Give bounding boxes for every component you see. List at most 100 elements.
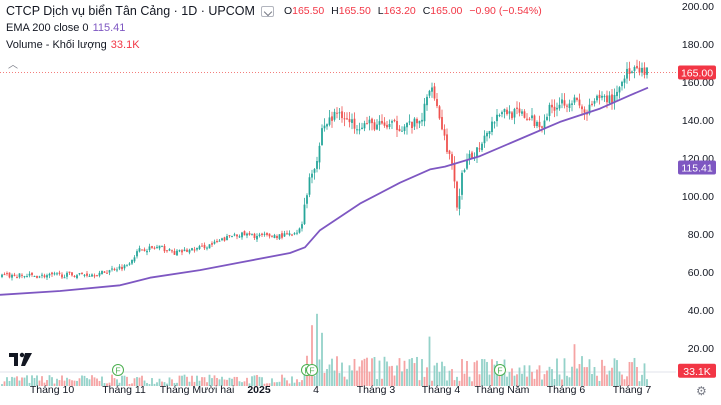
volume-bar (511, 368, 513, 386)
candle-body (393, 120, 396, 122)
volume-bar (198, 380, 201, 386)
candle-body (176, 250, 178, 256)
volume-bar (428, 336, 431, 386)
volume-bar (41, 376, 43, 386)
close-key: C (422, 5, 431, 17)
volume-bar (641, 374, 643, 386)
volume-bar (246, 377, 248, 386)
volume-bar (338, 373, 341, 386)
volume-bar (168, 377, 171, 386)
tradingview-logo-icon[interactable] (8, 350, 34, 368)
volume-bar (436, 362, 438, 386)
candle-body (143, 249, 146, 252)
candle-body (171, 250, 173, 252)
volume-bar (401, 371, 403, 386)
candle-body (518, 108, 521, 113)
candle-body (623, 78, 626, 83)
candle-body (311, 173, 313, 178)
candle-body (141, 249, 143, 251)
y-tick-label: 200.00 (682, 1, 714, 13)
y-tick-label: 40.00 (688, 305, 714, 317)
volume-bar (108, 382, 111, 386)
candle-body (496, 114, 498, 122)
candle-body (66, 272, 68, 277)
candle-body (383, 122, 386, 126)
volume-bar (483, 359, 486, 386)
volume-bar (171, 379, 173, 386)
candle-body (168, 249, 171, 251)
candle-body (448, 150, 451, 154)
candle-body (396, 120, 398, 130)
legend-volume-row[interactable]: Volume - Khối lượng 33.1K (6, 37, 546, 54)
volume-bar (128, 384, 131, 386)
candle-body (598, 94, 601, 99)
candle-body (23, 276, 26, 278)
volume-bar (46, 380, 48, 386)
volume-bar (81, 375, 83, 386)
candle-body (86, 273, 88, 276)
volume-bar (393, 375, 396, 386)
volume-bar (521, 373, 523, 386)
candle-body (111, 268, 113, 270)
candle-body (641, 67, 643, 73)
candle-body (423, 103, 426, 122)
chart-legend: CTCP Dịch vụ biển Tân Cảng · 1D · UPCOM … (6, 3, 546, 54)
candle-body (633, 67, 636, 71)
candle-body (366, 123, 368, 125)
volume-value: 33.1K (110, 39, 140, 51)
candle-body (441, 117, 443, 130)
candle-body (458, 196, 461, 209)
symbol-title[interactable]: CTCP Dịch vụ biển Tân Cảng · 1D · UPCOM (6, 4, 255, 18)
volume-bar (221, 376, 223, 386)
volume-bar (31, 375, 33, 386)
legend-ema-row[interactable]: EMA 200 close 0 115.41 (6, 20, 546, 37)
volume-bar (576, 368, 578, 386)
candle-body (456, 181, 458, 208)
ema-value: 115.41 (92, 22, 126, 34)
candle-body (286, 233, 288, 235)
collapse-legend-icon[interactable]: ︿ (8, 60, 18, 71)
candle-body (106, 272, 108, 274)
candle-body (613, 94, 616, 103)
candle-body (368, 119, 371, 124)
volume-bar (261, 377, 263, 386)
candle-body (196, 247, 198, 250)
candle-body (528, 118, 531, 120)
candle-body (608, 95, 611, 104)
volume-bar (516, 374, 518, 386)
candle-body (646, 67, 648, 75)
candle-body (533, 115, 536, 127)
candle-body (28, 273, 31, 276)
volume-bar (258, 376, 261, 386)
volume-bar (28, 382, 31, 386)
volume-bar (476, 360, 478, 386)
candle-body (6, 273, 8, 275)
candle-body (273, 235, 276, 239)
chevron-up-icon[interactable] (260, 6, 274, 17)
candle-body (16, 276, 18, 278)
volume-bar (136, 377, 138, 386)
candle-body (263, 233, 266, 235)
gear-icon[interactable]: ⚙ (696, 384, 707, 398)
volume-bar (266, 383, 268, 386)
candle-body (216, 240, 218, 242)
volume-bar (63, 380, 66, 386)
candle-body (181, 250, 183, 253)
candle-body (96, 275, 98, 277)
candle-body (433, 86, 436, 99)
candle-body (308, 177, 311, 195)
candle-body (221, 238, 223, 241)
candle-body (31, 272, 33, 275)
candle-body (428, 90, 431, 96)
candle-body (601, 95, 603, 98)
volume-bar (573, 344, 576, 386)
candle-body (636, 65, 638, 69)
candle-body (291, 234, 293, 236)
volume-bar (213, 375, 216, 386)
volume-bar (501, 366, 503, 386)
volume-bar (143, 380, 146, 386)
candle-body (573, 97, 576, 103)
candle-body (68, 271, 71, 273)
